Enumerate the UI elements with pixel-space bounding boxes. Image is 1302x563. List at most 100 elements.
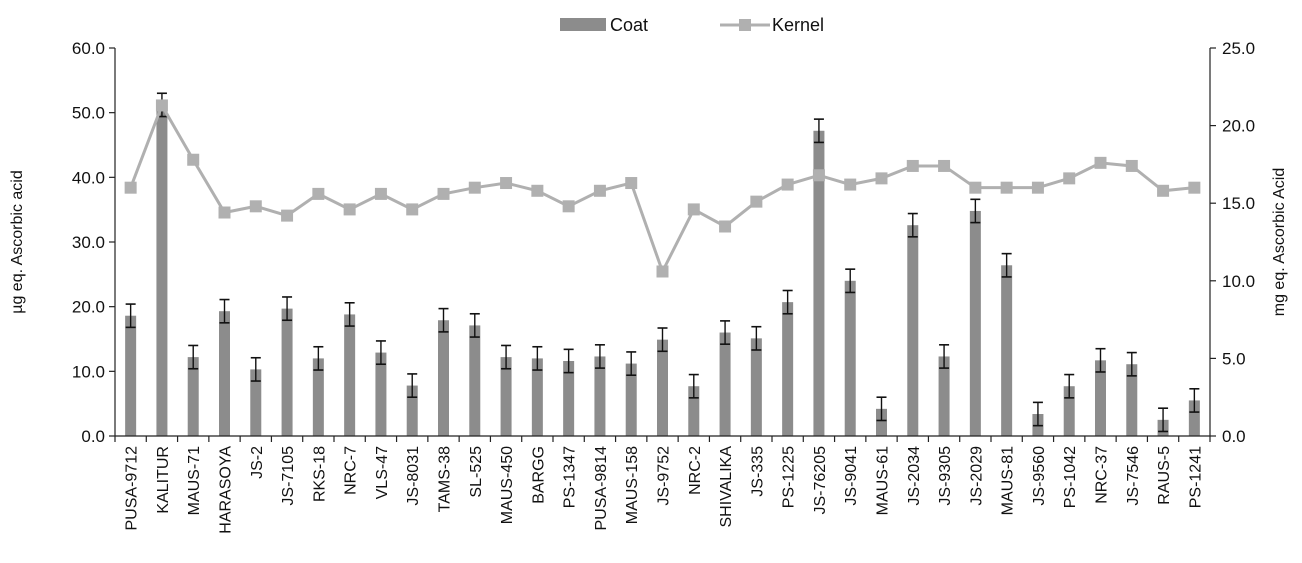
kernel-series (124, 99, 1201, 278)
y-right-tick-label: 10.0 (1222, 272, 1255, 291)
coat-bar (844, 280, 856, 436)
coat-bar (312, 358, 324, 436)
kernel-marker (844, 178, 857, 191)
kernel-marker (1094, 156, 1107, 169)
kernel-marker (187, 153, 200, 166)
coat-error-bar (1064, 373, 1075, 399)
x-tick-label: PS-1241 (1187, 446, 1204, 508)
y-axis-right: 0.0 5.0 10.0 15.0 20.0 25.0 (1209, 39, 1255, 446)
x-tick-label: JS-7546 (1125, 446, 1142, 506)
coat-error-bar (1001, 252, 1012, 278)
coat-bar (782, 302, 794, 436)
kernel-marker (593, 184, 606, 197)
x-tick-label: MAUS-71 (186, 446, 203, 515)
coat-error-bars (125, 92, 1200, 433)
coat-error-bar (501, 344, 512, 370)
kernel-marker (1063, 172, 1076, 185)
x-tick-label: JS-2 (249, 446, 266, 479)
coat-bar (563, 360, 575, 436)
kernel-marker (1157, 184, 1170, 197)
coat-bar (625, 363, 637, 436)
x-tick-label: JS-8031 (405, 446, 422, 506)
kernel-marker (1188, 181, 1201, 194)
coat-bar (813, 130, 825, 437)
kernel-marker (343, 203, 356, 216)
coat-bar (750, 338, 762, 436)
x-tick-label: JS-9560 (1031, 446, 1048, 506)
coat-error-bar (782, 289, 793, 315)
y-right-tick-label: 0.0 (1222, 427, 1246, 446)
y-left-tick-label: 20.0 (72, 298, 105, 317)
coat-error-bar (563, 348, 574, 374)
coat-error-bar (375, 340, 386, 366)
coat-error-bar (939, 344, 950, 369)
coat-error-bar (751, 325, 762, 351)
coat-error-bar (532, 345, 543, 371)
x-tick-label: MAUS-61 (875, 446, 892, 515)
coat-bar (1126, 364, 1138, 436)
coat-error-bar (1095, 347, 1106, 373)
coat-bar (187, 357, 199, 436)
x-tick-label: JS-2029 (968, 446, 985, 506)
kernel-marker (468, 181, 481, 194)
x-tick-label: JS-76205 (812, 446, 829, 515)
coat-bar (688, 386, 700, 436)
x-tick-label: HARASOYA (218, 446, 235, 534)
coat-error-bar (250, 356, 261, 382)
y-left-tick-label: 50.0 (72, 104, 105, 123)
x-tick-label: JS-7105 (280, 446, 297, 506)
kernel-marker (719, 220, 732, 233)
x-tick-label: SL-525 (468, 446, 485, 498)
y-left-tick-label: 60.0 (72, 39, 105, 58)
coat-bar (344, 314, 356, 436)
kernel-marker (562, 200, 575, 213)
y-axis-right-title: mg eq. Ascorbic Acid (1271, 168, 1288, 317)
kernel-marker (969, 181, 982, 194)
y-right-tick-label: 25.0 (1222, 39, 1255, 58)
kernel-marker (155, 99, 168, 112)
coat-bar (219, 311, 230, 436)
coat-error-bar (720, 320, 731, 345)
coat-bar (1095, 360, 1106, 436)
legend-label-coat: Coat (610, 15, 648, 35)
coat-bar (876, 408, 887, 436)
legend-swatch-coat (560, 18, 606, 31)
y-left-tick-label: 10.0 (72, 362, 105, 381)
x-tick-label: KALITUR (155, 446, 172, 514)
coat-bar (907, 225, 919, 436)
coat-bar (531, 358, 543, 436)
kernel-marker (625, 177, 638, 190)
kernel-marker (249, 200, 262, 213)
coat-error-bar (188, 344, 199, 370)
kernel-marker (687, 203, 700, 216)
x-tick-label: JS-9305 (937, 446, 954, 506)
kernel-marker (531, 184, 544, 197)
x-tick-label: PS-1347 (562, 446, 579, 508)
y-left-tick-label: 0.0 (81, 427, 105, 446)
x-tick-label: MAUS-450 (499, 446, 516, 524)
coat-error-bar (657, 327, 668, 353)
coat-error-bar (219, 298, 230, 324)
x-tick-label: TAMS-38 (437, 446, 454, 512)
coat-error-bar (626, 351, 637, 377)
x-tick-label: PUSA-9814 (593, 446, 610, 531)
coat-bar (281, 308, 293, 436)
x-tick-label: JS-2034 (906, 446, 923, 506)
kernel-marker (656, 265, 669, 278)
legend-label-kernel: Kernel (772, 15, 824, 35)
x-tick-label: MAUS-158 (624, 446, 641, 524)
y-left-tick-label: 40.0 (72, 168, 105, 187)
coat-error-bar (407, 373, 418, 399)
coat-bar (719, 332, 731, 436)
y-right-tick-label: 5.0 (1222, 349, 1246, 368)
x-tick-label: JS-9752 (656, 446, 673, 506)
coat-bar (1001, 265, 1013, 436)
kernel-marker (906, 159, 919, 172)
x-tick-label: BARGG (530, 446, 547, 504)
coat-bar (1188, 400, 1200, 436)
kernel-marker (312, 187, 325, 200)
coat-bar (438, 320, 449, 436)
coat-error-bar (876, 396, 887, 422)
y-right-tick-label: 20.0 (1222, 117, 1255, 136)
